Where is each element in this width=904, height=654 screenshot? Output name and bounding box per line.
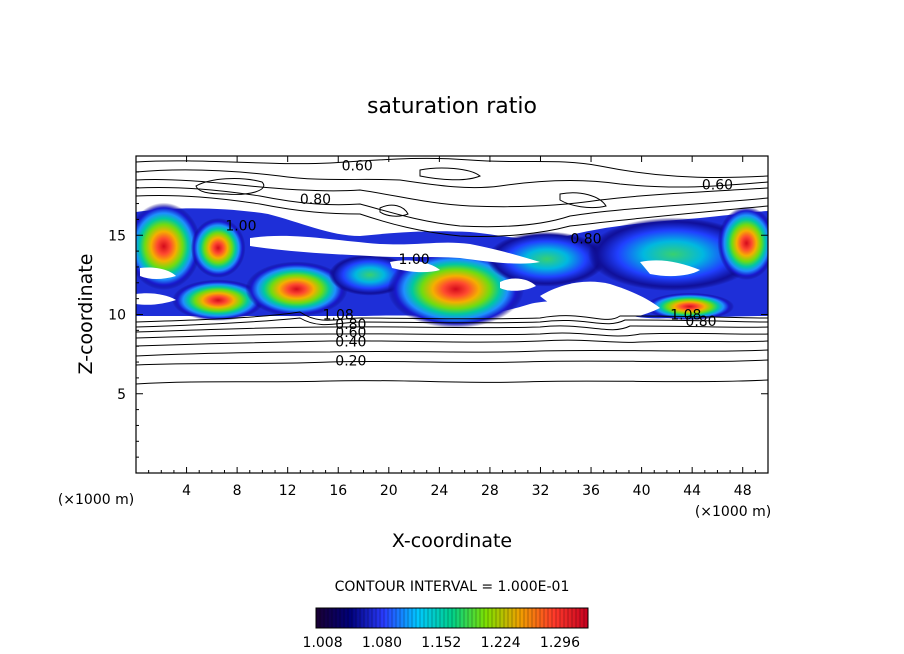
colorbar-tick-label: 1.008: [303, 635, 343, 651]
colorbar-ramp: [315, 607, 589, 629]
x-axis-label: X-coordinate: [392, 530, 512, 552]
contour-label: 1.00: [225, 219, 256, 235]
plot-area: [136, 157, 768, 385]
y-tick-label: 5: [117, 387, 126, 403]
supersaturated-region: [172, 279, 265, 321]
y-tick-label: 10: [108, 308, 126, 324]
x-tick-label: 36: [582, 483, 600, 499]
contour-label: 0.60: [702, 178, 733, 194]
x-unit-label: (×1000 m): [695, 504, 771, 520]
colorbar-tick-label: 1.224: [481, 635, 521, 651]
x-tick-label: 8: [233, 483, 242, 499]
x-tick-label: 44: [683, 483, 701, 499]
y-tick-label: 15: [108, 228, 126, 244]
chart-title: saturation ratio: [367, 94, 537, 119]
contour-label: 0.40: [335, 334, 366, 350]
colorbar-tick-label: 1.080: [362, 635, 402, 651]
contour-label: 1.00: [398, 252, 429, 268]
contour-interval-text: CONTOUR INTERVAL = 1.000E-01: [335, 579, 570, 595]
supersaturated-region: [645, 292, 734, 321]
contour-label: 0.60: [342, 159, 373, 175]
x-tick-label: 48: [734, 483, 752, 499]
y-axis-label: Z-coordinate: [75, 254, 97, 375]
x-tick-label: 24: [430, 483, 448, 499]
supersaturated-region: [587, 217, 759, 292]
contour-lines: [136, 157, 768, 385]
x-tick-label: 32: [532, 483, 550, 499]
supersaturated-region: [245, 261, 348, 317]
contour-label: 1.08: [670, 308, 701, 324]
supersaturated-region: [487, 231, 607, 287]
contour-labels: 0.600.800.601.001.000.801.080.800.600.40…: [225, 159, 733, 370]
supersaturated-region: [717, 206, 768, 280]
x-tick-label: 28: [481, 483, 499, 499]
x-tick-label: 4: [182, 483, 191, 499]
contour-label: 0.80: [335, 317, 366, 333]
colorbar: 1.008 1.080 1.152 1.224 1.296: [303, 607, 589, 651]
contour-label: 0.80: [685, 314, 716, 330]
x-tick-label: 16: [329, 483, 347, 499]
contour-label: 0.80: [570, 231, 601, 247]
z-unit-label: (×1000 m): [58, 492, 134, 508]
x-tick-label: 12: [279, 483, 297, 499]
colorbar-tick-label: 1.152: [421, 635, 461, 651]
unsaturated-gaps: [136, 235, 700, 321]
x-tick-label: 20: [380, 483, 398, 499]
supersaturated-region: [190, 218, 246, 278]
contour-label: 0.80: [300, 192, 331, 208]
x-tick-label: 40: [633, 483, 651, 499]
contour-label: 1.08: [323, 308, 354, 324]
contour-label: 0.60: [335, 325, 366, 341]
colorbar-tick-label: 1.296: [540, 635, 580, 651]
contour-label: 0.20: [335, 353, 366, 369]
